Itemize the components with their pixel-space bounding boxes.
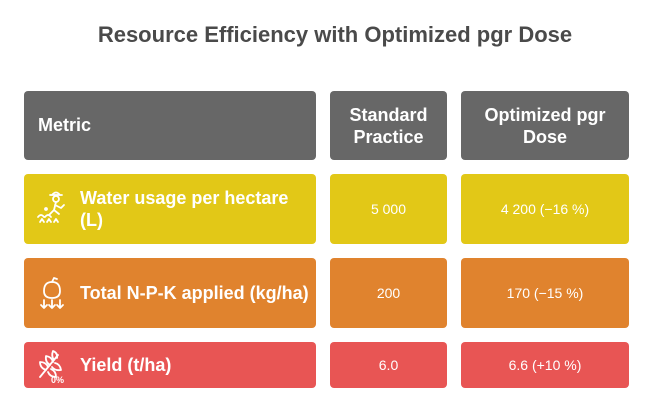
table-cell-yield-standard: 6.0	[330, 342, 447, 388]
table-cell-water-standard: 5 000	[330, 174, 447, 244]
header-standard-practice: Standard Practice	[330, 91, 447, 160]
farmer-watering-icon	[37, 191, 65, 223]
table-cell-yield-optimized: 6.6 (+10 %)	[461, 342, 629, 388]
table-cell-npk-optimized: 170 (−15 %)	[461, 258, 629, 328]
metric-label-npk: Total N-P-K applied (kg/ha)	[80, 283, 309, 303]
header-metric: Metric	[24, 91, 316, 160]
metric-label-water: Water usage per hectare (L)	[80, 188, 289, 230]
table-cell-water-optimized: 4 200 (−16 %)	[461, 174, 629, 244]
table-row-npk-metric: Total N-P-K applied (kg/ha)	[24, 258, 316, 328]
table-row-water-metric: Water usage per hectare (L)	[24, 174, 316, 244]
value-yield-optimized: 6.6 (+10 %)	[508, 357, 582, 373]
value-npk-optimized: 170 (−15 %)	[506, 285, 584, 301]
zero-percent-label: 0%	[51, 375, 64, 385]
header-metric-label: Metric	[38, 115, 92, 135]
fertilizer-icon	[40, 277, 64, 309]
value-npk-standard: 200	[376, 285, 401, 301]
value-water-standard: 5 000	[370, 201, 407, 217]
table-row-yield-metric: 0% Yield (t/ha)	[24, 342, 316, 388]
metric-label-yield: Yield (t/ha)	[80, 355, 172, 375]
page-title: Resource Efficiency with Optimized pgr D…	[97, 22, 573, 47]
value-yield-standard: 6.0	[378, 357, 399, 373]
table-cell-npk-standard: 200	[330, 258, 447, 328]
header-standard-label: Standard Practice	[349, 104, 428, 147]
value-water-optimized: 4 200 (−16 %)	[500, 201, 590, 217]
wheat-zero-percent-icon: 0%	[39, 350, 64, 385]
header-optimized-label: Optimized pgr Dose	[484, 104, 606, 147]
header-optimized-dose: Optimized pgr Dose	[461, 91, 629, 160]
